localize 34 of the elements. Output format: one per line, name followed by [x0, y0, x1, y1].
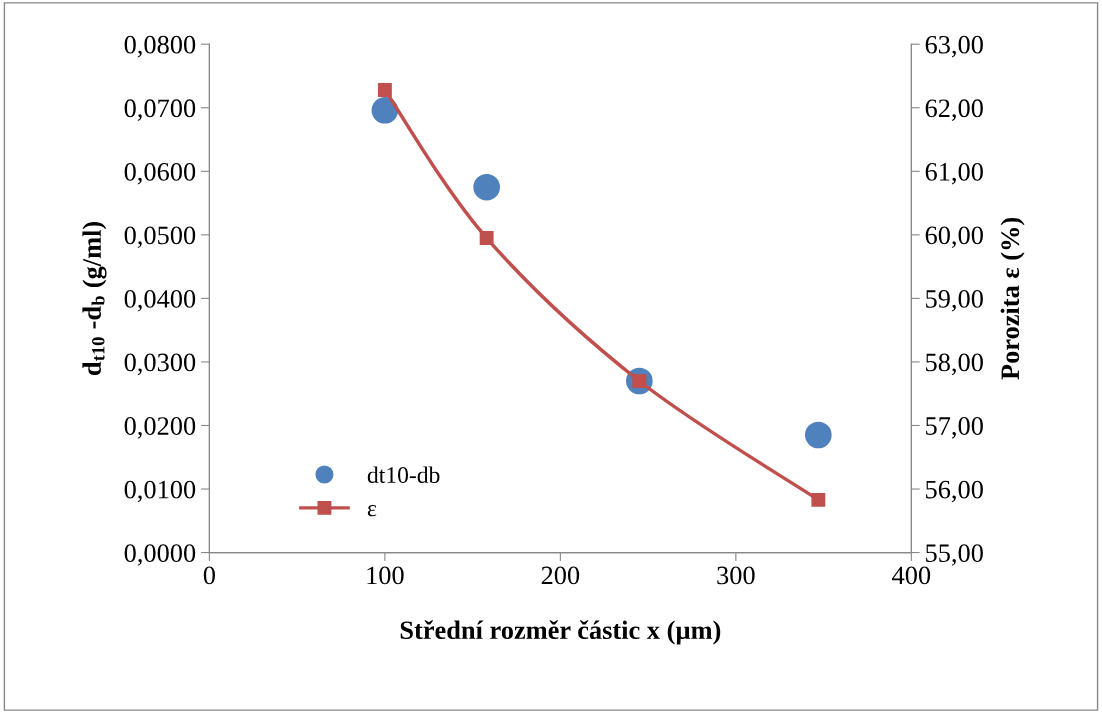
y-tick-label: 0,0000 — [124, 544, 196, 566]
y-tick-label: 0,0600 — [124, 162, 196, 185]
y2-tick-label: 59,00 — [926, 290, 983, 312]
x-tick-label: 400 — [892, 566, 931, 585]
y2-tick-label: 55,00 — [926, 544, 983, 566]
y2-tick-label: 56,00 — [926, 480, 983, 503]
legend-label: dt10-db — [367, 466, 440, 483]
y2-tick-label: 60,00 — [925, 226, 983, 249]
y2-axis-title: Porozita ε (%) — [1000, 217, 1025, 380]
legend-label: ε — [367, 505, 377, 517]
y2-tick-label: 58,00 — [926, 353, 983, 376]
x-tick-label: 0 — [203, 566, 215, 585]
point — [811, 492, 826, 507]
x-axis-title: Střední rozměr částic x (µm) — [400, 620, 721, 645]
y2-tick-label: 62,00 — [925, 99, 983, 121]
x-tick-label: 100 — [367, 566, 404, 585]
y2-tick-label: 61,00 — [925, 162, 983, 185]
y-tick-label: 0,0100 — [124, 480, 196, 503]
y-tick-label: 0,0800 — [124, 35, 196, 58]
x-tick-label: 200 — [541, 566, 580, 585]
y-tick-label: 0,0300 — [124, 353, 196, 376]
point — [371, 96, 399, 124]
x-tick-label: 300 — [717, 566, 755, 585]
y-axis-title: d$_{t10}$ -d$_{b}$ (g/ml) — [82, 221, 107, 376]
y-tick-label: 0,0500 — [124, 226, 196, 249]
point — [377, 83, 392, 97]
y-tick-label: 0,0400 — [124, 290, 196, 312]
y-tick-label: 0,0200 — [124, 417, 196, 439]
point — [479, 231, 494, 245]
point — [473, 173, 500, 201]
y2-tick-label: 57,00 — [926, 417, 983, 439]
y-tick-label: 0,0700 — [124, 99, 196, 121]
y2-tick-label: 63,00 — [925, 35, 983, 58]
point — [805, 421, 832, 449]
